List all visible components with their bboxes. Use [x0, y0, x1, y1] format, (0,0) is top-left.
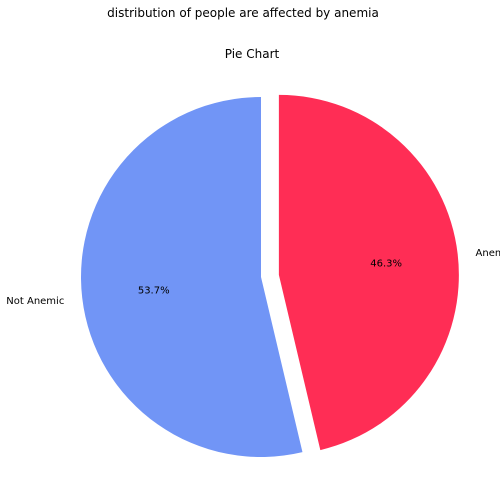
chart-suptitle: distribution of people are affected by a… [107, 6, 379, 20]
pie-labels: 46.3% Anemic 53.7% Not Anemic [6, 248, 500, 307]
pie-slices [81, 94, 459, 457]
chart-title: Pie Chart [225, 47, 280, 61]
pie-slice-percent-label: 46.3% [370, 258, 402, 269]
pie-slice-anemic [278, 94, 459, 451]
pie-slice-percent-label: 53.7% [138, 286, 170, 297]
pie-slice-not-anemic [81, 97, 303, 457]
pie-slice-category-label: Not Anemic [6, 296, 64, 307]
pie-slice-category-label: Anemic [476, 248, 500, 259]
